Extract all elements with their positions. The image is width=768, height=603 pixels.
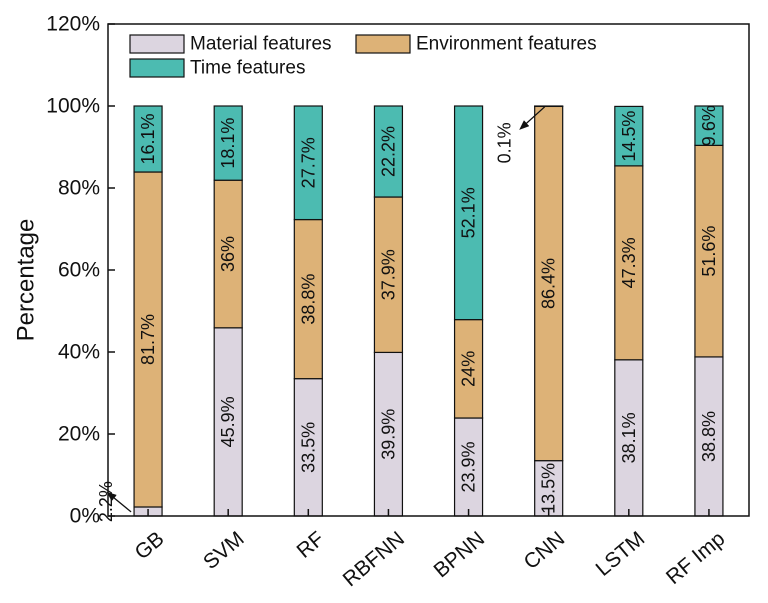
- data-label-rf-material-features: 33.5%: [298, 422, 318, 473]
- data-label-gb-material-features: 2.2%: [96, 481, 116, 522]
- plot-frame: [107, 23, 750, 517]
- data-label-rf-time-features: 27.7%: [298, 137, 318, 188]
- leader-arrow-cnn: [519, 106, 546, 130]
- legend-label-environment-features: Environment features: [416, 34, 597, 55]
- bar-gb-time-features: [133, 105, 163, 173]
- leader-arrow-gb: [106, 491, 132, 513]
- data-label-gb-environment-features: 81.7%: [138, 314, 158, 365]
- bar-rf-time-features: [293, 105, 323, 221]
- y-tick-label: 80%: [58, 177, 100, 200]
- bar-rf-imp-time-features: [694, 105, 724, 146]
- x-tick-label-rf: RF: [293, 527, 329, 563]
- x-tick-label-svm: SVM: [199, 527, 249, 574]
- bar-rbfnn-time-features: [373, 105, 404, 198]
- data-label-bpnn-environment-features: 24%: [459, 351, 479, 387]
- data-label-rf-imp-time-features: 9.6%: [699, 105, 719, 146]
- y-tick-label: 0%: [70, 505, 100, 528]
- bar-svm-material-features: [213, 327, 243, 517]
- x-tick-label-lstm: LSTM: [592, 527, 650, 581]
- data-label-bpnn-material-features: 23.9%: [459, 441, 479, 492]
- legend: Material features Environment features Tim…: [129, 34, 597, 79]
- data-label-rf-imp-environment-features: 51.6%: [699, 226, 719, 277]
- data-label-svm-time-features: 18.1%: [218, 118, 238, 169]
- bar-rf-imp-material-features: [694, 356, 724, 517]
- data-label-bpnn-time-features: 52.1%: [459, 187, 479, 238]
- legend-swatch-time-features: [129, 58, 185, 78]
- data-label-rf-environment-features: 38.8%: [298, 274, 318, 325]
- data-labels-layer: 2.2% 81.7% 16.1% 45.9% 36% 18.1% 33.5% 38.8% 27.…: [96, 105, 719, 522]
- y-tick-label: 100%: [46, 95, 100, 118]
- legend-swatch-material-features: [129, 34, 185, 54]
- legend-swatch-environment-features: [355, 34, 411, 54]
- bar-lstm-time-features: [614, 105, 644, 167]
- y-axis-title: Percentage: [13, 219, 40, 342]
- bar-cnn-environment-features: [534, 105, 564, 462]
- bars-layer: [133, 105, 724, 517]
- data-label-rbfnn-time-features: 22.2%: [378, 126, 398, 177]
- data-label-svm-material-features: 45.9%: [218, 396, 238, 447]
- data-label-gb-time-features: 16.1%: [138, 113, 158, 164]
- data-label-lstm-environment-features: 47.3%: [619, 237, 639, 288]
- bar-rbfnn-material-features: [373, 351, 404, 517]
- bar-rf-imp-environment-features: [694, 144, 724, 358]
- data-label-lstm-time-features: 14.5%: [619, 111, 639, 162]
- bar-gb-environment-features: [133, 171, 163, 508]
- y-tick-label: 40%: [58, 341, 100, 364]
- legend-label-time-features: Time features: [190, 58, 305, 79]
- bar-svm-environment-features: [213, 179, 243, 329]
- x-tick-label-bpnn: BPNN: [430, 527, 489, 582]
- legend-label-material-features: Material features: [190, 34, 332, 55]
- bar-svm-time-features: [213, 105, 243, 181]
- data-label-cnn-time-features: 0.1%: [495, 122, 515, 163]
- bar-bpnn-time-features: [453, 105, 484, 321]
- data-label-cnn-environment-features: 86.4%: [539, 258, 559, 309]
- data-label-rbfnn-environment-features: 37.9%: [378, 249, 398, 300]
- data-label-rbfnn-material-features: 39.9%: [378, 409, 398, 460]
- x-tick-label-rbfnn: RBFNN: [339, 527, 409, 591]
- bar-rf-environment-features: [293, 218, 323, 380]
- bar-rf-material-features: [293, 378, 323, 517]
- data-label-rf-imp-material-features: 38.8%: [699, 411, 719, 462]
- x-tick-label-rf-imp: RF Imp: [662, 527, 730, 589]
- bar-cnn-material-features: [534, 460, 564, 517]
- x-tick-label-gb: GB: [131, 527, 169, 564]
- y-tick-label: 60%: [58, 259, 100, 282]
- data-label-lstm-material-features: 38.1%: [619, 412, 639, 463]
- y-tick-label: 20%: [58, 423, 100, 446]
- data-label-cnn-material-features: 13.5%: [539, 463, 559, 514]
- x-tick-label-cnn: CNN: [520, 527, 570, 574]
- data-label-svm-environment-features: 36%: [218, 236, 238, 272]
- bar-lstm-environment-features: [614, 165, 644, 361]
- y-tick-label: 120%: [46, 13, 100, 36]
